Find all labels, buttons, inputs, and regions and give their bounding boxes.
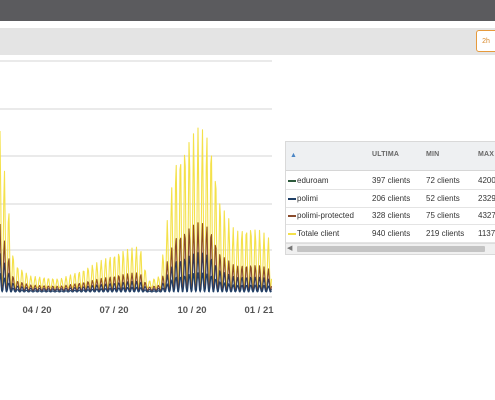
column-header-ultima[interactable]: ULTIMA: [372, 151, 400, 158]
value-max: 4200: [478, 176, 495, 185]
series-color-swatch: [288, 215, 296, 217]
legend-row-polimi-protected[interactable]: polimi-protected 328 clients 75 clients …: [286, 207, 495, 225]
series-line-polimi: [0, 272, 272, 293]
series-line-totale-client: [0, 127, 273, 289]
series-legend-table: ▲ ULTIMA MIN MAX eduroam 397 clients 72 …: [285, 141, 495, 255]
horizontal-scrollbar[interactable]: ◀: [286, 243, 495, 254]
value-ultima: 397 clients: [372, 176, 411, 185]
series-name: Totale client: [297, 229, 340, 238]
column-header-max[interactable]: MAX: [478, 151, 495, 158]
series-color-swatch: [288, 233, 296, 235]
value-max: 4327: [478, 211, 495, 220]
series-name: eduroam: [297, 176, 329, 185]
value-ultima: 328 clients: [372, 211, 411, 220]
value-min: 75 clients: [426, 211, 460, 220]
value-max: 2329: [478, 194, 495, 203]
legend-row-totale-client[interactable]: Totale client 940 clients 219 clients 11…: [286, 225, 495, 243]
value-ultima: 206 clients: [372, 194, 411, 203]
scrollbar-thumb[interactable]: [297, 246, 485, 252]
value-min: 72 clients: [426, 176, 460, 185]
chart-toolbar: [0, 28, 495, 55]
series-name: polimi: [297, 194, 318, 203]
time-range-button[interactable]: 2h: [476, 30, 495, 52]
value-max: 1137: [478, 229, 495, 238]
series-line-eduroam: [0, 252, 272, 292]
x-tick-label: 10 / 20: [177, 305, 206, 316]
legend-table-header: ▲ ULTIMA MIN MAX: [286, 142, 495, 171]
series-name: polimi-protected: [297, 211, 354, 220]
value-min: 52 clients: [426, 194, 460, 203]
legend-row-polimi[interactable]: polimi 206 clients 52 clients 2329: [286, 190, 495, 208]
x-tick-label: 01 / 21: [244, 305, 274, 316]
x-tick-label: 07 / 20: [99, 305, 128, 316]
sort-arrow-icon[interactable]: ▲: [290, 152, 297, 159]
clients-line-chart: 04 / 20 07 / 20 10 / 20 01 / 21: [0, 60, 274, 316]
column-header-min[interactable]: MIN: [426, 151, 440, 158]
scroll-left-icon[interactable]: ◀: [287, 245, 293, 252]
series-color-swatch: [288, 198, 296, 200]
x-tick-label: 04 / 20: [22, 305, 51, 316]
series-color-swatch: [288, 180, 296, 182]
legend-row-eduroam[interactable]: eduroam 397 clients 72 clients 4200: [286, 172, 495, 190]
top-bar: [0, 0, 495, 21]
value-min: 219 clients: [426, 229, 465, 238]
value-ultima: 940 clients: [372, 229, 411, 238]
